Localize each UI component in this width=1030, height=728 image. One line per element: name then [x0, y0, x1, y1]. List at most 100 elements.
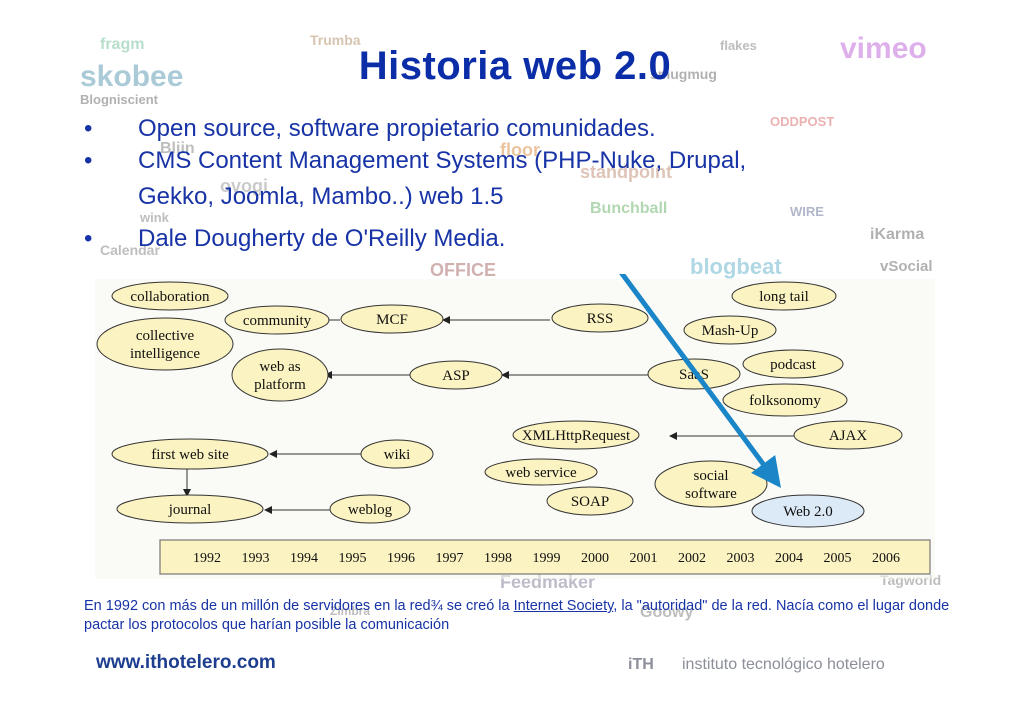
node-soap-ellipse [546, 486, 634, 516]
background-logo: smugmug [650, 66, 717, 82]
node-collaboration-ellipse [111, 281, 229, 311]
timeline-year: 1994 [290, 551, 318, 566]
node-social-label: social [694, 468, 729, 484]
background-logo: Goowy [640, 604, 694, 621]
node-social-label: software [685, 486, 737, 502]
bullet-1-text: Open source, software propietario comuni… [138, 115, 656, 142]
node-collaboration-label: collaboration [130, 289, 210, 305]
node-collective: collective intelligence [96, 317, 234, 371]
timeline-year: 2003 [727, 551, 755, 566]
background-logo: WIRE [790, 204, 824, 219]
node-webservice: web service [484, 458, 598, 486]
caption-text-1: En 1992 con más de un millón de servidor… [84, 598, 514, 614]
node-folksonomy: folksonomy [722, 383, 848, 417]
timeline-year: 2001 [630, 551, 658, 566]
node-ajax-ellipse [793, 420, 903, 450]
bullet-marker: • [84, 225, 93, 252]
node-folksonomy-label: folksonomy [749, 393, 821, 409]
node-folksonomy-ellipse [722, 383, 848, 417]
node-longtail-label: long tail [759, 289, 809, 305]
timeline-year: 1998 [484, 551, 512, 566]
background-logo: Bunchball [590, 200, 668, 217]
node-asp: ASP [409, 360, 503, 390]
node-firstweb: first web site [111, 438, 269, 470]
bullet-2-line-2: Gekko, Joomla, Mambo..) web 1.5 [138, 183, 504, 210]
node-mashup-ellipse [683, 315, 777, 345]
node-xmlhttp-ellipse [512, 420, 640, 450]
node-journal-ellipse [116, 494, 264, 524]
node-webasplatform: web as platform [231, 348, 329, 402]
background-logo: ODDPOST [770, 114, 835, 129]
background-logo: skobee [80, 60, 184, 93]
node-web20: Web 2.0 [751, 494, 865, 528]
timeline-year: 1997 [436, 551, 464, 566]
timeline-year: 1995 [339, 551, 367, 566]
node-wiki-label: wiki [384, 447, 411, 463]
background-logo: blogbeat [690, 254, 782, 279]
node-weblog: weblog [329, 494, 411, 524]
background-logo: standpoint [580, 162, 672, 182]
node-social: social software [654, 460, 768, 508]
node-firstweb-label: first web site [151, 447, 229, 463]
timeline-year: 1993 [242, 551, 270, 566]
node-weblog-ellipse [329, 494, 411, 524]
bullet-3-text: Dale Dougherty de O'Reilly Media. [138, 225, 506, 252]
node-webasplatform-ellipse [231, 348, 329, 402]
internet-society-link[interactable]: Internet Society [513, 598, 614, 614]
node-web20-label: Web 2.0 [783, 504, 833, 520]
timeline-year: 2004 [775, 551, 803, 566]
background-logo: vSocial [880, 258, 933, 275]
background-logo: wink [140, 210, 169, 225]
background-logo: OFFICE [430, 260, 496, 280]
timeline-bar [159, 539, 931, 575]
node-xmlhttp-label: XMLHttpRequest [522, 428, 631, 444]
background-logo: floor [500, 140, 540, 160]
background-logo: Bliin [160, 140, 195, 157]
node-rss-label: RSS [587, 311, 614, 327]
node-longtail-ellipse [731, 281, 837, 311]
background-logo: flakes [720, 38, 757, 53]
node-journal: journal [116, 494, 264, 524]
node-wiki: wiki [360, 439, 434, 469]
node-community-label: community [243, 313, 312, 329]
node-soap: SOAP [546, 486, 634, 516]
slide-title: Historia web 2.0 [358, 44, 672, 88]
node-mashup: Mash-Up [683, 315, 777, 345]
arrow-to-web20 [619, 274, 781, 489]
caption-text-2: , la "autoridad" de la red. Nacía como e… [84, 598, 950, 633]
timeline-year: 2000 [581, 551, 609, 566]
node-wiki-ellipse [360, 439, 434, 469]
node-podcast: podcast [742, 349, 844, 379]
node-mashup-label: Mash-Up [702, 323, 759, 339]
web20-history-diagram: collaboration collective intelligence commu… [95, 274, 935, 579]
node-soap-label: SOAP [571, 494, 609, 510]
node-collective-label: intelligence [130, 346, 200, 362]
timeline-year: 1999 [533, 551, 561, 566]
bullet-2-line-1: CMS Content Management Systems (PHP-Nuke… [138, 147, 747, 174]
node-xmlhttp: XMLHttpRequest [512, 420, 640, 450]
node-rss-ellipse [551, 303, 649, 333]
node-collaboration: collaboration [111, 281, 229, 311]
timeline-year: 2005 [824, 551, 852, 566]
timeline-year: 1992 [193, 551, 221, 566]
footer-url[interactable]: www.ithotelero.com [96, 652, 276, 673]
background-logo: Blogniscient [80, 92, 159, 107]
node-webservice-ellipse [484, 458, 598, 486]
timeline-year: 1996 [387, 551, 415, 566]
timeline-year: 2002 [678, 551, 706, 566]
node-ajax: AJAX [793, 420, 903, 450]
node-ajax-label: AJAX [829, 428, 868, 444]
node-firstweb-ellipse [111, 438, 269, 470]
background-logo: Trumba [310, 32, 361, 48]
node-mcf: MCF [340, 304, 444, 334]
node-mcf-ellipse [340, 304, 444, 334]
node-weblog-label: weblog [348, 502, 393, 518]
node-journal-label: journal [168, 502, 212, 518]
node-longtail: long tail [731, 281, 837, 311]
bullet-marker: • [84, 147, 93, 174]
caption: En 1992 con más de un millón de servidor… [84, 597, 964, 635]
background-logo: fragm [100, 36, 145, 53]
background-logo: Zimbra [330, 604, 371, 618]
node-collective-ellipse [96, 317, 234, 371]
node-mcf-label: MCF [376, 312, 408, 328]
